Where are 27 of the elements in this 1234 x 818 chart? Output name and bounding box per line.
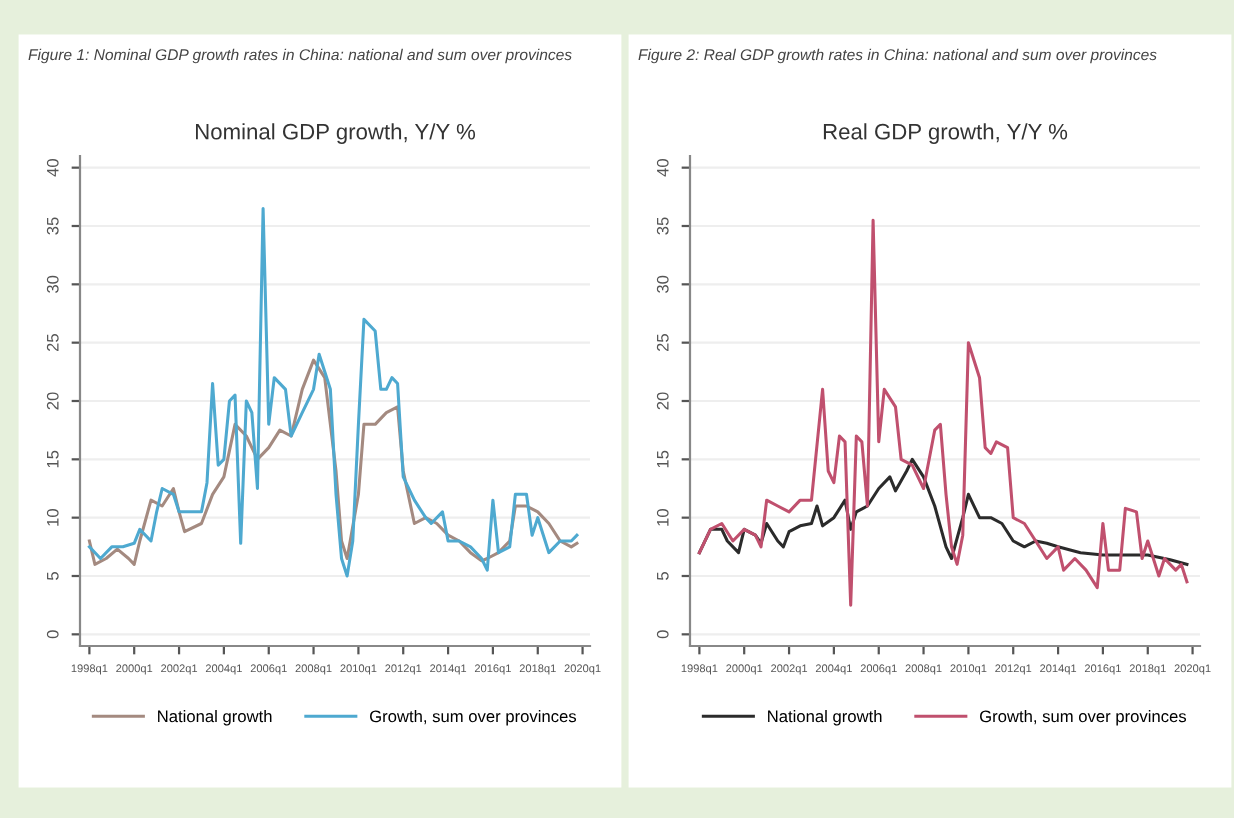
line-series	[87, 358, 579, 566]
chart-subtitle: Real GDP growth, Y/Y %	[823, 123, 1068, 144]
y-tick-label: 10	[46, 509, 59, 526]
legend-label: National growth	[158, 710, 272, 726]
y-tick-label: 30	[656, 275, 669, 293]
y-tick-label: 25	[656, 334, 669, 352]
y-tick-label: 20	[46, 392, 59, 410]
y-tick-label: 40	[46, 159, 59, 177]
legend-label: Growth, sum over provinces	[980, 710, 1187, 726]
y-tick-label: 25	[46, 334, 59, 352]
y-tick-label: 35	[656, 217, 669, 235]
y-tick-label: 15	[47, 450, 59, 468]
line-series	[697, 218, 1189, 607]
y-tick-label: 10	[656, 509, 669, 526]
y-tick-label: 5	[657, 572, 669, 580]
y-tick-label: 0	[656, 630, 669, 639]
y-tick-label: 0	[46, 630, 59, 639]
chart-subtitle: Nominal GDP growth, Y/Y %	[196, 123, 476, 144]
y-tick-label: 35	[46, 217, 59, 235]
y-tick-label: 15	[657, 450, 669, 468]
y-tick-label: 30	[46, 275, 59, 293]
y-tick-label: 40	[656, 159, 669, 177]
line-series	[87, 206, 579, 578]
y-tick-label: 20	[656, 392, 669, 410]
legend-label: National growth	[768, 710, 882, 726]
legend-label: Growth, sum over provinces	[370, 710, 577, 726]
y-tick-label: 5	[47, 572, 59, 580]
